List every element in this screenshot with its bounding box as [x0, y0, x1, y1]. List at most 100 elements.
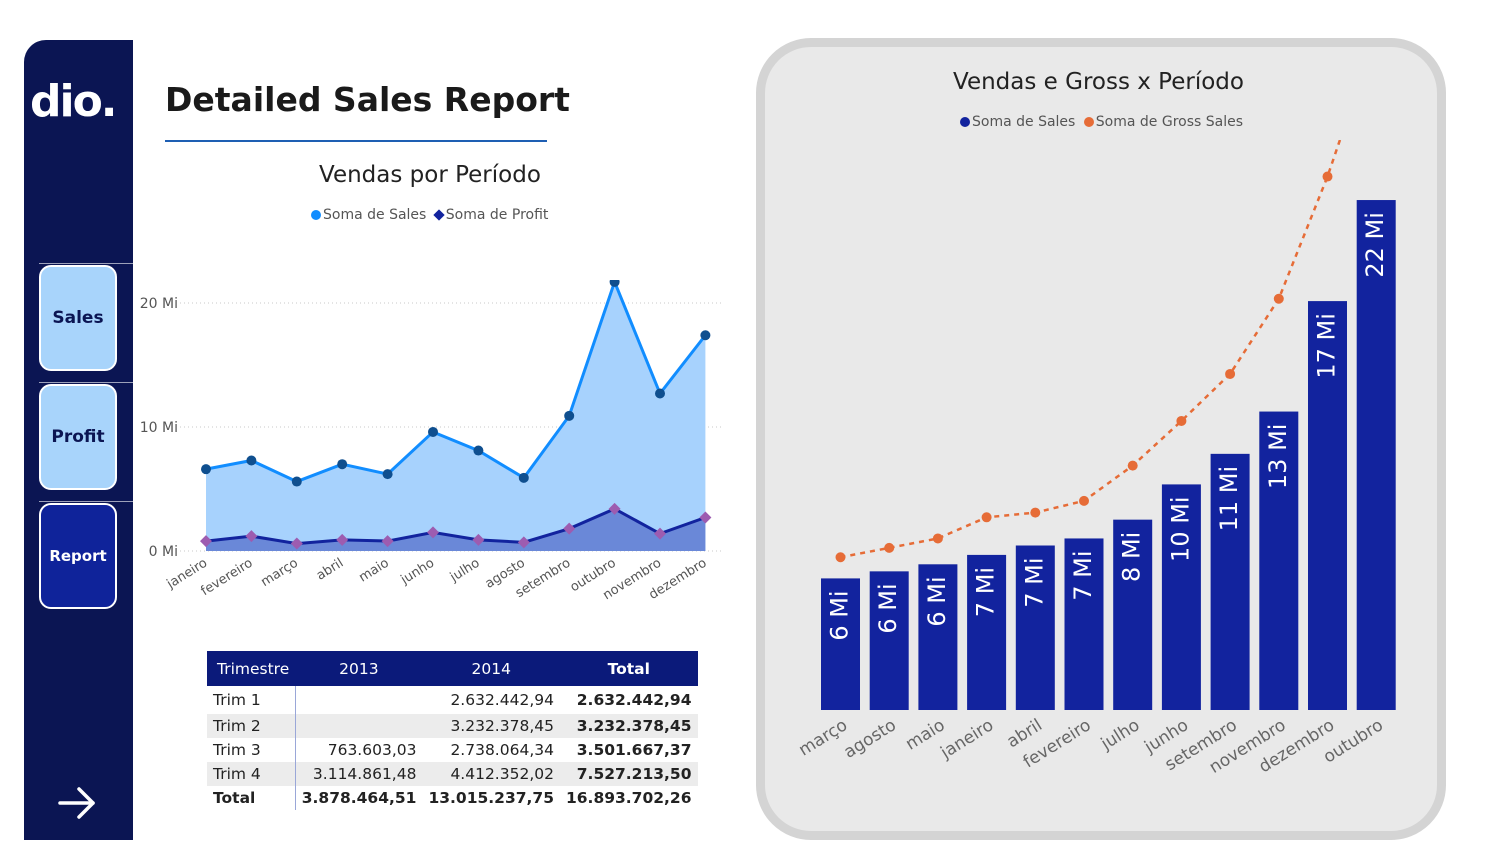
bar-data-label: 8 Mi — [1118, 532, 1146, 582]
left-chart-legend: Soma de Sales Soma de Profit — [311, 207, 548, 223]
x-tick-label: março — [258, 556, 301, 590]
table-cell: 3.114.861,48 — [295, 762, 423, 786]
profit-point — [427, 526, 439, 539]
table-row: Trim 2 3.232.378,45 3.232.378,45 — [207, 714, 698, 738]
table-cell: Trim 2 — [207, 714, 296, 738]
title-underline — [165, 140, 547, 142]
sales-bar — [918, 564, 958, 710]
sales-point — [337, 459, 348, 470]
table-cell: 2.632.442,94 — [576, 691, 692, 709]
table-cell: 3.501.667,37 — [576, 741, 692, 759]
table-header[interactable]: 2013 — [295, 651, 423, 686]
table-cell: 16.893.702,26 — [565, 789, 692, 807]
x-tick-label: março — [795, 715, 851, 760]
table-total-row: Total 3.878.464,51 13.015.237,75 16.893.… — [207, 786, 698, 810]
sales-bar — [1210, 453, 1250, 710]
sales-point — [246, 455, 257, 466]
bar-data-label: 11 Mi — [1215, 466, 1243, 532]
left-chart-title: Vendas por Período — [319, 162, 541, 188]
nav-divider — [39, 263, 133, 264]
sales-point — [428, 426, 438, 437]
y-tick-label: 20 Mi — [140, 296, 178, 312]
profit-point — [654, 527, 666, 540]
right-chart-legend: Soma de Sales Soma de Gross Sales — [960, 114, 1243, 130]
sales-bar — [967, 554, 1007, 710]
right-bar-chart: 6 Mi 6 Mi 6 Mi 7 Mi 7 Mi 7 Mi 8 Mi 10 Mi 11 Mi 13… — [795, 140, 1396, 778]
table-cell: Total — [207, 786, 296, 810]
sales-bar — [1356, 200, 1396, 711]
nav-report-button[interactable]: Report — [39, 503, 117, 609]
profit-point — [381, 535, 394, 548]
profit-line — [205, 507, 706, 546]
nav-sales-button[interactable]: Sales — [39, 265, 117, 371]
table-cell — [295, 714, 423, 738]
sales-point — [700, 330, 711, 341]
profit-area — [206, 508, 706, 551]
table-cell: 13.015.237,75 — [428, 789, 554, 807]
table-cell: Trim 1 — [207, 686, 296, 714]
legend-gross-marker — [1083, 117, 1094, 127]
gross-sales-point — [1079, 495, 1089, 506]
nav-profit-button[interactable]: Profit — [39, 384, 117, 490]
right-chart-title: Vendas e Gross x Período — [953, 69, 1244, 95]
table-cell: 2.738.064,34 — [450, 741, 554, 759]
sales-bar — [1161, 484, 1201, 710]
x-tick-label: maio — [356, 556, 391, 586]
bar-data-label: 6 Mi — [826, 590, 854, 640]
gross-sales-point — [932, 533, 943, 544]
profit-point — [290, 537, 303, 550]
legend-sales-marker — [311, 210, 321, 220]
gross-sales-point — [835, 552, 846, 563]
table-cell: 763.603,03 — [327, 741, 417, 759]
sales-line — [205, 280, 707, 484]
gross-sales-point — [1273, 293, 1284, 304]
sales-bar — [1113, 519, 1153, 710]
gross-sales-point — [1176, 415, 1187, 426]
x-tick-label: agosto — [840, 715, 899, 762]
legend-profit-marker — [433, 209, 445, 221]
profit-point — [699, 511, 712, 524]
x-tick-label: abril — [314, 556, 346, 584]
table-cell: 4.412.352,02 — [422, 762, 560, 786]
bar-data-label: 6 Mi — [923, 576, 951, 626]
sales-point — [518, 472, 529, 483]
sales-point — [655, 388, 665, 399]
table-header[interactable]: 2014 — [422, 651, 560, 686]
x-tick-label: fevereiro — [198, 556, 255, 599]
sales-bar — [1064, 538, 1104, 710]
sales-bar — [1308, 301, 1347, 710]
bar-data-label: 7 Mi — [1020, 558, 1048, 608]
sales-point — [382, 469, 393, 480]
y-tick-label: 0 Mi — [149, 544, 178, 560]
sales-point — [609, 280, 620, 287]
bar-data-label: 17 Mi — [1313, 313, 1341, 379]
sales-point — [473, 445, 484, 456]
sales-bar — [1259, 411, 1299, 710]
sales-bar — [821, 578, 860, 710]
legend-sales-label: Soma de Sales — [972, 114, 1076, 130]
arrow-right-icon[interactable] — [58, 783, 98, 823]
sales-point — [564, 410, 575, 421]
table-header[interactable]: Total — [559, 651, 698, 686]
profit-point — [608, 502, 621, 515]
legend-sales-marker — [960, 117, 970, 127]
profit-point — [517, 536, 530, 549]
quarter-table: Trimestre 2013 2014 Total Trim 1 2.632.4… — [207, 651, 698, 810]
dio-logo: dio. — [30, 76, 118, 127]
bar-data-label: 7 Mi — [972, 567, 1000, 617]
profit-point — [336, 533, 349, 546]
table-header[interactable]: Trimestre — [207, 651, 296, 686]
gross-sales-point — [1127, 460, 1138, 471]
bar-data-label: 22 Mi — [1361, 212, 1389, 278]
table-cell: 2.632.442,94 — [450, 691, 554, 709]
table-row: Trim 3 763.603,03 2.738.064,34 3.501.667… — [207, 738, 698, 762]
sales-bar — [1015, 545, 1055, 710]
table-cell: Trim 4 — [207, 762, 296, 786]
legend-gross-label: Soma de Gross Sales — [1095, 114, 1244, 130]
bar-data-label: 10 Mi — [1166, 496, 1194, 562]
sales-point — [201, 464, 211, 475]
x-tick-label: julho — [447, 556, 483, 586]
profit-point — [472, 533, 485, 546]
sales-area — [206, 281, 706, 551]
bar-data-label: 13 Mi — [1264, 424, 1292, 490]
